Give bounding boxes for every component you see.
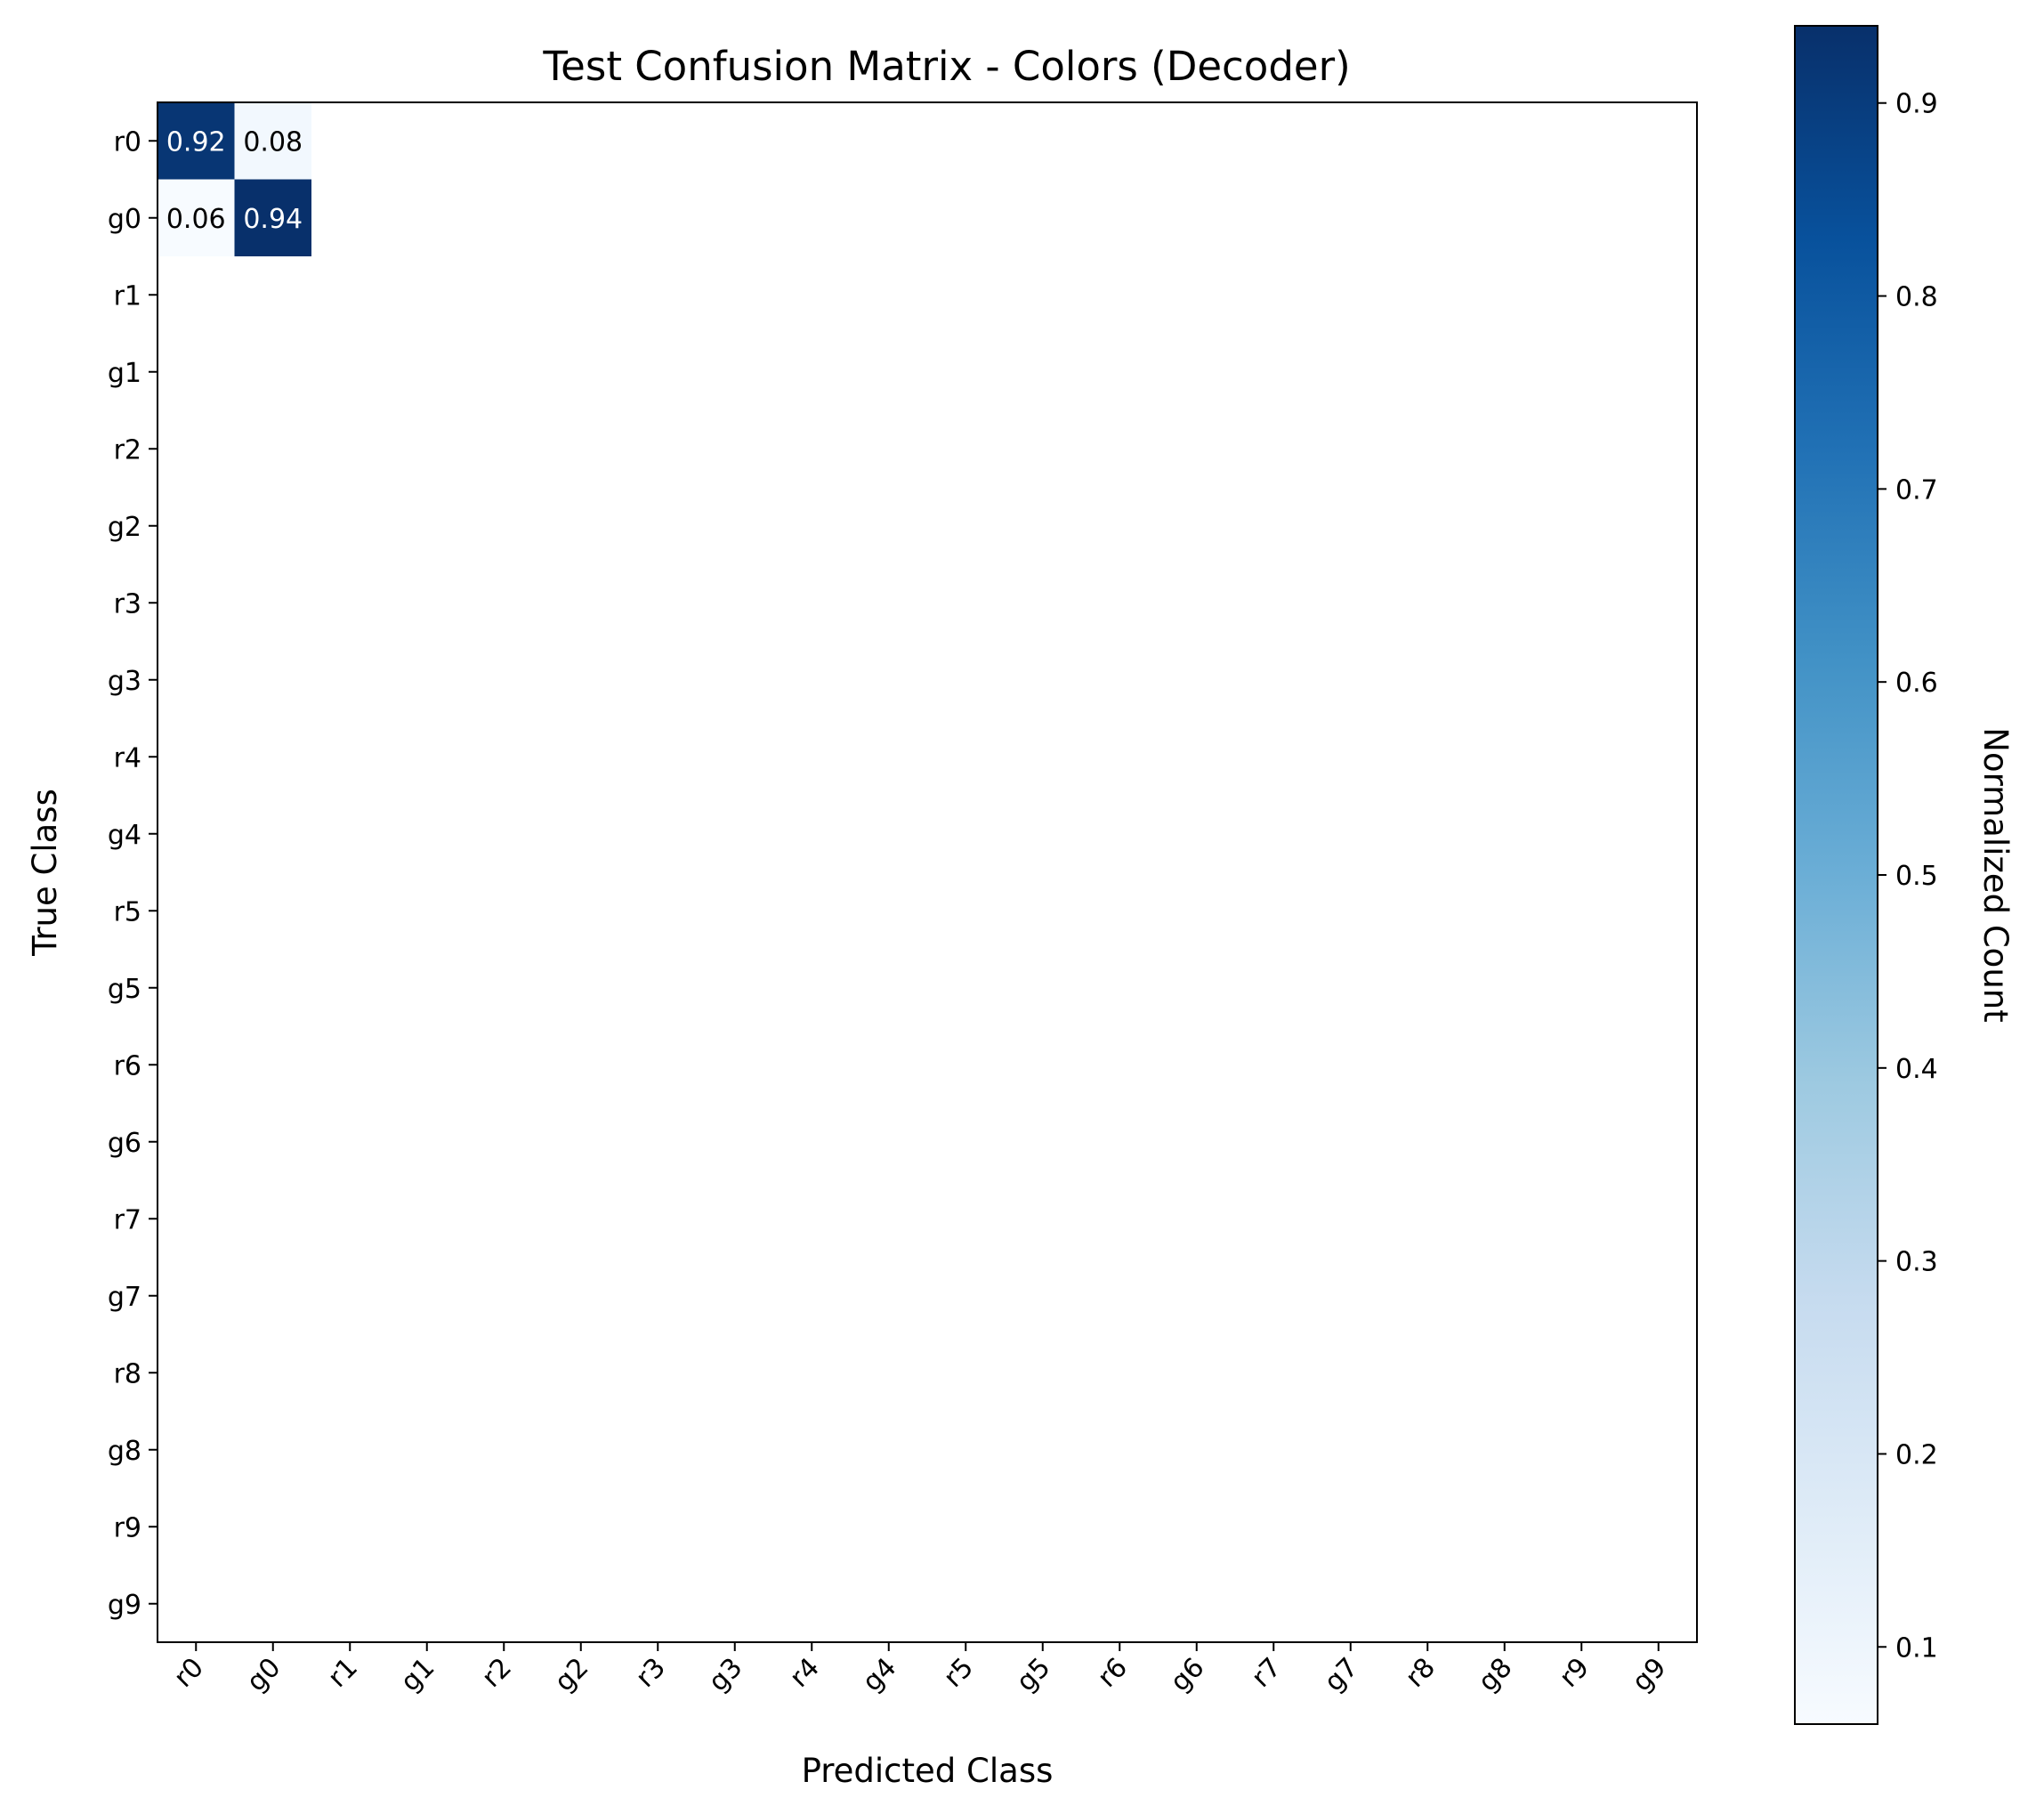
x-tick-label: g1 — [395, 1652, 441, 1698]
x-tick-label: g2 — [549, 1652, 595, 1698]
matrix-cell — [158, 102, 235, 180]
y-tick-label: g1 — [108, 358, 141, 389]
x-tick-label: g0 — [241, 1652, 287, 1698]
y-tick-label: g6 — [108, 1128, 141, 1159]
y-tick-label: r0 — [114, 126, 141, 158]
y-tick-label: g9 — [108, 1590, 141, 1621]
colorbar-tick-label: 0.2 — [1895, 1439, 1938, 1470]
colorbar-tick-label: 0.4 — [1895, 1054, 1938, 1085]
x-tick-label: r4 — [784, 1652, 826, 1694]
y-tick-label: r1 — [114, 280, 141, 312]
y-tick-label: g2 — [108, 512, 141, 543]
x-tick-label: r5 — [938, 1652, 980, 1694]
x-tick-label: g5 — [1011, 1652, 1057, 1698]
y-tick-label: g5 — [108, 974, 141, 1005]
colorbar-tick-label: 0.3 — [1895, 1247, 1938, 1278]
x-tick-label: r7 — [1246, 1652, 1288, 1694]
colorbar-ticks: 0.1 0.2 0.3 0.4 0.5 0.6 0.7 0.8 0.9 — [1878, 89, 1938, 1664]
y-tick-label: g0 — [108, 204, 141, 235]
colorbar — [1794, 25, 1878, 1725]
x-axis-label: Predicted Class — [802, 1752, 1054, 1790]
matrix-cell — [234, 102, 311, 180]
y-tick-label: r6 — [114, 1050, 141, 1081]
x-axis-ticks: r0 g0 r1 g1 r2 g2 r3 g3 r4 g4 r5 g5 r6 g6 r7 g7 r8 g8 r9 g9 — [168, 1642, 1672, 1698]
x-tick-label: r8 — [1400, 1652, 1442, 1694]
y-tick-label: r4 — [114, 742, 141, 773]
y-tick-label: g8 — [108, 1436, 141, 1467]
cell-value-label: 0.08 — [243, 126, 303, 158]
colorbar-tick-label: 0.5 — [1895, 861, 1938, 892]
plot-frame — [157, 101, 1698, 1643]
x-tick-label: r3 — [630, 1652, 672, 1694]
x-tick-label: r1 — [322, 1652, 364, 1694]
colorbar-label: Normalized Count — [1976, 727, 2015, 1022]
y-tick-label: r5 — [114, 896, 141, 927]
y-tick-label: g7 — [108, 1282, 141, 1313]
x-tick-label: g7 — [1319, 1652, 1365, 1698]
y-tick-label: r9 — [114, 1512, 141, 1543]
y-tick-label: r2 — [114, 434, 141, 466]
matrix-cell — [158, 179, 235, 256]
x-tick-label: g6 — [1165, 1652, 1211, 1698]
cell-value-label: 0.06 — [166, 204, 226, 235]
x-tick-label: g9 — [1627, 1652, 1673, 1698]
colorbar-tick-label: 0.7 — [1895, 474, 1938, 506]
colorbar-tick-label: 0.1 — [1895, 1632, 1938, 1664]
colorbar-tick-label: 0.9 — [1895, 89, 1938, 120]
colorbar-tick-label: 0.8 — [1895, 282, 1938, 313]
matrix-cells: 0.92 0.08 0.06 0.94 — [158, 102, 311, 256]
y-tick-label: g4 — [108, 820, 141, 851]
y-tick-label: r7 — [114, 1204, 141, 1235]
x-tick-label: g8 — [1473, 1652, 1519, 1698]
x-tick-label: r9 — [1554, 1652, 1596, 1694]
cell-value-label: 0.92 — [166, 126, 226, 158]
x-tick-label: g3 — [703, 1652, 749, 1698]
matrix-cell — [234, 179, 311, 256]
cell-value-label: 0.94 — [243, 204, 303, 235]
y-tick-label: r3 — [114, 588, 141, 620]
y-tick-label: r8 — [114, 1358, 141, 1389]
y-axis-label: True Class — [26, 789, 64, 957]
x-tick-label: r0 — [168, 1652, 210, 1694]
x-tick-label: r6 — [1092, 1652, 1134, 1694]
x-tick-label: r2 — [476, 1652, 518, 1694]
x-tick-label: g4 — [857, 1652, 903, 1698]
y-tick-label: g3 — [108, 666, 141, 697]
chart-title: Test Confusion Matrix - Colors (Decoder) — [542, 43, 1350, 90]
colorbar-tick-label: 0.6 — [1895, 668, 1938, 699]
y-axis-ticks: r0 g0 r1 g1 r2 g2 r3 g3 r4 g4 r5 g5 r6 g6 r7 g7 r8 g8 r9 g9 — [108, 126, 158, 1621]
